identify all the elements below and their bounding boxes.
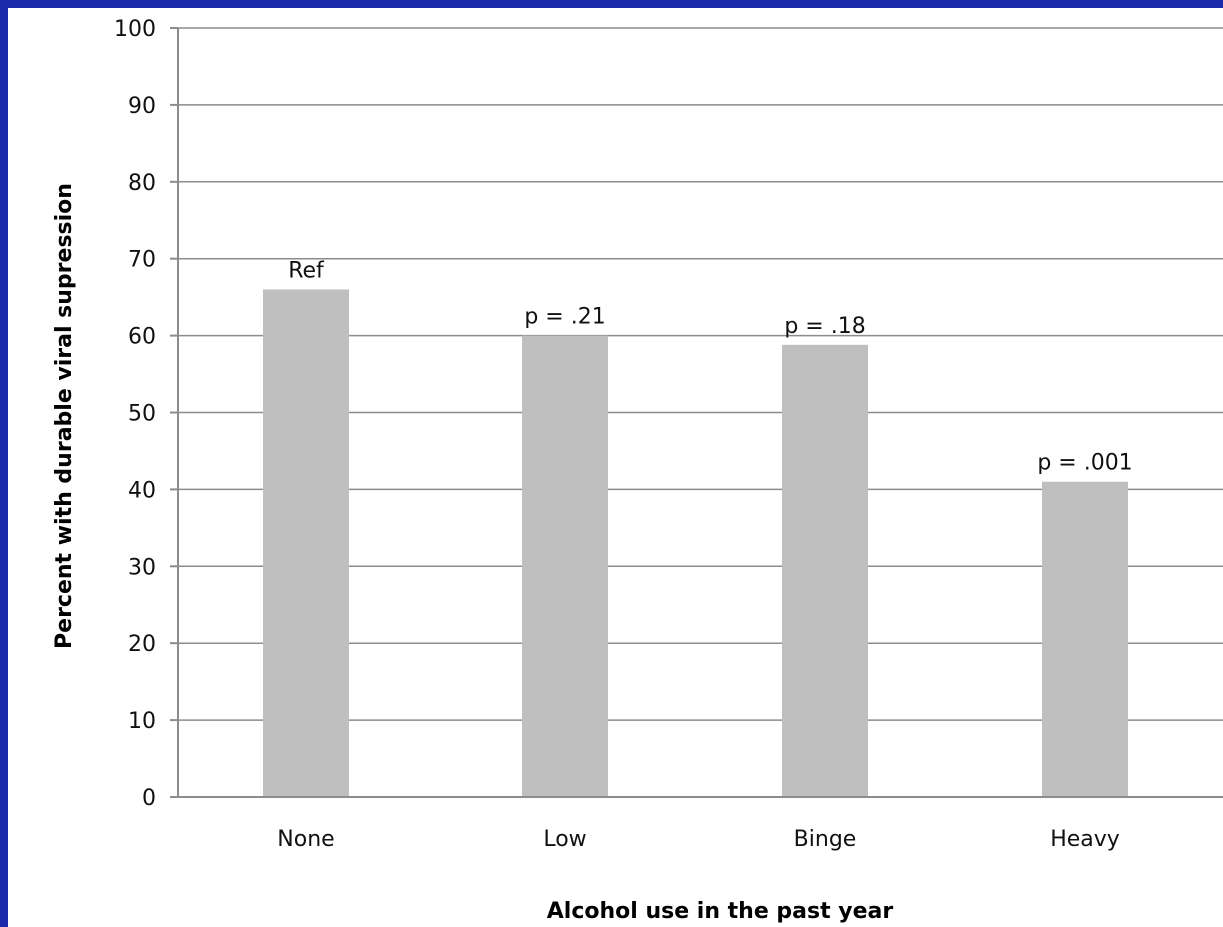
bar-chart: 0 10 20 30 40 50 60 70 80 90 100 Ref p = .21 p = .18… xyxy=(52,17,1223,924)
x-category-label: None xyxy=(277,827,334,852)
x-axis-categories: None Low Binge Heavy xyxy=(277,827,1120,852)
data-labels: Ref p = .21 p = .18 p = .001 xyxy=(288,258,1132,475)
slide-frame: 0 10 20 30 40 50 60 70 80 90 100 Ref p = .21 p = .18… xyxy=(8,8,1223,927)
x-category-label: Heavy xyxy=(1050,827,1120,852)
y-tick-label: 90 xyxy=(128,94,156,119)
y-tick-label: 60 xyxy=(128,325,156,350)
data-label: p = .21 xyxy=(524,305,605,330)
y-axis-ticks: 0 10 20 30 40 50 60 70 80 90 100 xyxy=(114,17,178,811)
data-label: Ref xyxy=(288,258,325,283)
bar-low xyxy=(522,335,608,797)
y-tick-label: 0 xyxy=(142,786,156,811)
gridlines xyxy=(178,27,1223,721)
data-label: p = .18 xyxy=(784,314,865,339)
y-axis-title: Percent with durable viral supression xyxy=(52,183,77,649)
bars xyxy=(263,289,1128,797)
x-category-label: Binge xyxy=(794,827,857,852)
bar-binge xyxy=(782,344,868,797)
x-category-label: Low xyxy=(543,827,586,852)
y-tick-label: 80 xyxy=(128,171,156,196)
x-axis-title: Alcohol use in the past year xyxy=(547,899,894,924)
y-tick-label: 20 xyxy=(128,632,156,657)
bar-none xyxy=(263,289,349,797)
y-tick-label: 10 xyxy=(128,709,156,734)
bar-heavy xyxy=(1042,481,1128,797)
y-tick-label: 40 xyxy=(128,478,156,503)
y-tick-label: 30 xyxy=(128,555,156,580)
y-tick-label: 50 xyxy=(128,402,156,427)
y-tick-label: 100 xyxy=(114,17,156,42)
y-tick-label: 70 xyxy=(128,248,156,273)
data-label: p = .001 xyxy=(1037,451,1132,476)
